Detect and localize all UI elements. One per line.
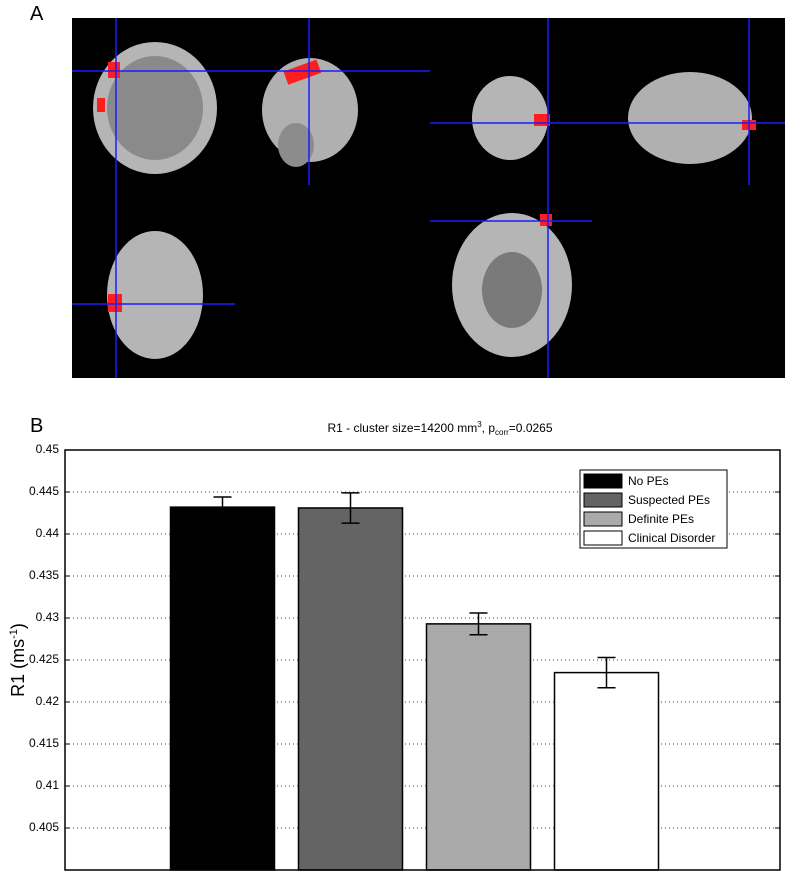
panel-label: B [30, 415, 43, 437]
y-tick-label: 0.425 [29, 652, 59, 666]
title-text: , p [482, 421, 496, 435]
legend-label: Suspected PEs [628, 493, 710, 507]
y-tick-label: 0.445 [29, 484, 59, 498]
y-label-text: R1 (ms [8, 639, 28, 697]
plot-frame [64, 449, 781, 871]
title-text: =0.0265 [509, 421, 553, 435]
bar [297, 507, 404, 871]
legend-label: Definite PEs [628, 512, 694, 526]
y-tick-label: 0.41 [36, 778, 60, 792]
panel-label: A [30, 3, 44, 25]
y-axis-label: R1 (ms-1) [8, 623, 28, 697]
y-tick-label: 0.44 [36, 526, 60, 540]
legend-swatch [583, 530, 623, 546]
y-label-sup: -1 [8, 629, 20, 639]
brain-panel [72, 18, 785, 378]
bar [553, 671, 660, 871]
legend-label: Clinical Disorder [628, 531, 715, 545]
y-tick-label: 0.415 [29, 736, 59, 750]
chart-title: R1 - cluster size=14200 mm3, pcorr=0.026… [327, 420, 552, 437]
legend-swatch [583, 473, 623, 489]
legend-swatch [583, 511, 623, 527]
y-tick-label: 0.45 [36, 442, 60, 456]
y-tick-label: 0.42 [36, 694, 60, 708]
legend-label: No PEs [628, 474, 669, 488]
y-tick-label: 0.405 [29, 820, 59, 834]
bar [425, 623, 532, 871]
title-sup: 3 [477, 420, 482, 429]
title-text: R1 - cluster size=14200 mm [327, 421, 477, 435]
y-label-text: ) [8, 623, 28, 629]
y-tick-label: 0.43 [36, 610, 60, 624]
bar [169, 506, 276, 871]
legend-swatch [583, 492, 623, 508]
title-sub: corr [495, 428, 509, 437]
y-tick-label: 0.435 [29, 568, 59, 582]
